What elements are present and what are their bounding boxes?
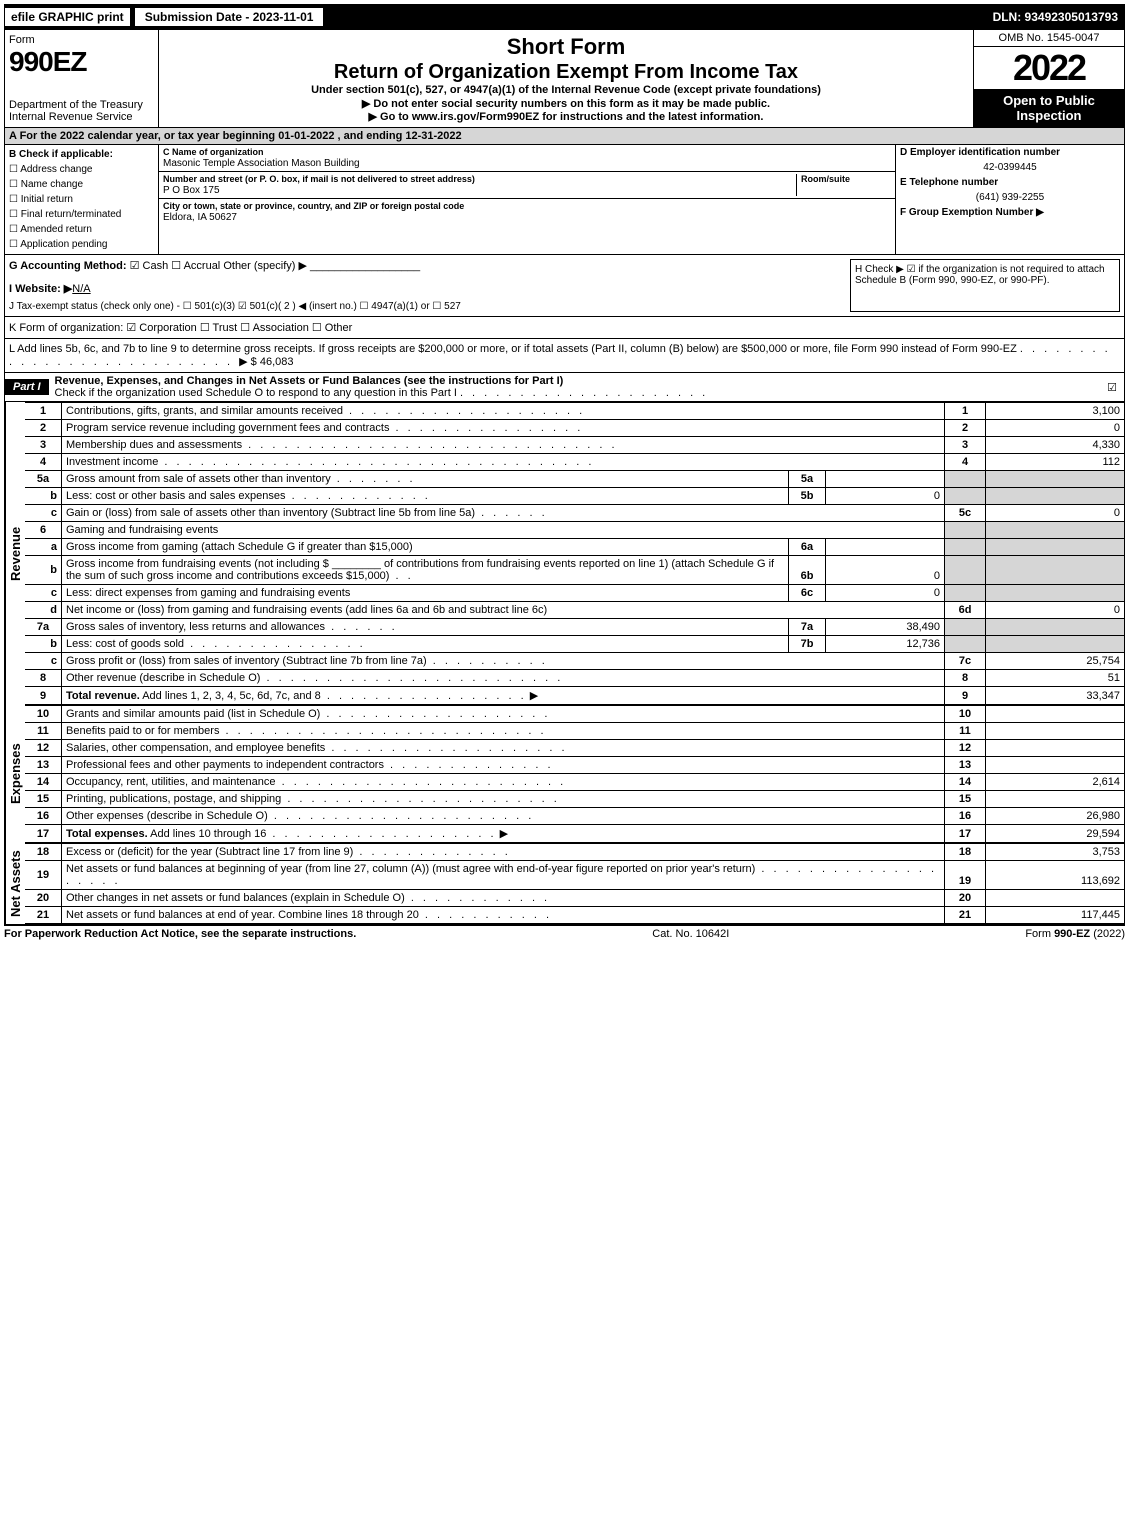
header-right: OMB No. 1545-0047 2022 Open to Public In… (974, 30, 1124, 127)
revenue-block: Revenue 1Contributions, gifts, grants, a… (4, 402, 1125, 705)
line-15: 15Printing, publications, postage, and s… (25, 791, 1124, 808)
dln-label: DLN: 93492305013793 (993, 10, 1124, 24)
short-form-title: Short Form (167, 34, 965, 60)
expenses-block: Expenses 10Grants and similar amounts pa… (4, 705, 1125, 843)
line-1: 1Contributions, gifts, grants, and simil… (25, 403, 1124, 420)
line-11: 11Benefits paid to or for members . . . … (25, 723, 1124, 740)
check-final-return[interactable]: ☐ Final return/terminated (9, 207, 154, 222)
section-a: A For the 2022 calendar year, or tax yea… (4, 128, 1125, 145)
no-ssn-note: ▶ Do not enter social security numbers o… (167, 97, 965, 110)
department-label: Department of the Treasury Internal Reve… (9, 99, 154, 123)
netassets-table: 18Excess or (deficit) for the year (Subt… (25, 843, 1124, 924)
line-5a: 5aGross amount from sale of assets other… (25, 471, 1124, 488)
open-public-badge: Open to Public Inspection (974, 89, 1124, 127)
part1-header: Part I Revenue, Expenses, and Changes in… (4, 373, 1125, 402)
page-footer: For Paperwork Reduction Act Notice, see … (4, 925, 1125, 940)
col-d: D Employer identification number 42-0399… (896, 145, 1124, 254)
line-5b: bLess: cost or other basis and sales exp… (25, 488, 1124, 505)
row-k: K Form of organization: ☑ Corporation ☐ … (4, 317, 1125, 339)
line-7c: cGross profit or (loss) from sales of in… (25, 653, 1124, 670)
info-grid: B Check if applicable: ☐ Address change … (4, 145, 1125, 255)
goto-link[interactable]: ▶ Go to www.irs.gov/Form990EZ for instru… (167, 110, 965, 123)
line-14: 14Occupancy, rent, utilities, and mainte… (25, 774, 1124, 791)
line-6b: bGross income from fundraising events (n… (25, 556, 1124, 585)
line-7a: 7aGross sales of inventory, less returns… (25, 619, 1124, 636)
col-b-title: B Check if applicable: (9, 147, 154, 162)
line-9: 9Total revenue. Total revenue. Add lines… (25, 687, 1124, 705)
city-state-zip: Eldora, IA 50627 (163, 212, 237, 223)
col-b: B Check if applicable: ☐ Address change … (5, 145, 159, 254)
line-13: 13Professional fees and other payments t… (25, 757, 1124, 774)
footer-cat-no: Cat. No. 10642I (652, 928, 729, 940)
group-exemption-label: F Group Exemption Number ▶ (900, 207, 1044, 218)
accounting-method: G Accounting Method: ☑ Cash ☐ Accrual Ot… (9, 259, 850, 272)
line-16: 16Other expenses (describe in Schedule O… (25, 808, 1124, 825)
top-bar: efile GRAPHIC print Submission Date - 20… (4, 4, 1125, 30)
org-name: Masonic Temple Association Mason Buildin… (163, 158, 360, 169)
line-7b: bLess: cost of goods sold . . . . . . . … (25, 636, 1124, 653)
part1-label: Part I (5, 379, 49, 395)
ein-label: D Employer identification number (900, 147, 1060, 158)
form-number: 990EZ (9, 46, 154, 78)
expenses-side-label: Expenses (5, 705, 25, 843)
revenue-side-label: Revenue (5, 402, 25, 705)
street-cell: Number and street (or P. O. box, if mail… (159, 172, 895, 199)
line-5c: cGain or (loss) from sale of assets othe… (25, 505, 1124, 522)
line-10: 10Grants and similar amounts paid (list … (25, 706, 1124, 723)
line-17: 17Total expenses. Add lines 10 through 1… (25, 825, 1124, 843)
form-label: Form (9, 34, 154, 46)
line-4: 4Investment income . . . . . . . . . . .… (25, 454, 1124, 471)
footer-form-ref: Form 990-EZ (2022) (1025, 928, 1125, 940)
check-amended-return[interactable]: ☐ Amended return (9, 222, 154, 237)
row-h: H Check ▶ ☑ if the organization is not r… (850, 259, 1120, 312)
row-g-h: G Accounting Method: ☑ Cash ☐ Accrual Ot… (4, 255, 1125, 317)
under-section: Under section 501(c), 527, or 4947(a)(1)… (167, 84, 965, 96)
line-2: 2Program service revenue including gover… (25, 420, 1124, 437)
tax-exempt-status: J Tax-exempt status (check only one) - ☐… (9, 301, 850, 312)
check-cash[interactable]: ☑ Cash (130, 260, 169, 272)
netassets-side-label: Net Assets (5, 843, 25, 924)
header-center: Short Form Return of Organization Exempt… (159, 30, 974, 127)
line-20: 20Other changes in net assets or fund ba… (25, 890, 1124, 907)
website-value: N/A (72, 283, 90, 295)
return-title: Return of Organization Exempt From Incom… (167, 61, 965, 84)
netassets-block: Net Assets 18Excess or (deficit) for the… (4, 843, 1125, 925)
efile-label[interactable]: efile GRAPHIC print (5, 8, 130, 26)
omb-number: OMB No. 1545-0047 (974, 30, 1124, 47)
check-accrual[interactable]: ☐ Accrual (171, 260, 220, 272)
phone-label: E Telephone number (900, 177, 998, 188)
line-21: 21Net assets or fund balances at end of … (25, 907, 1124, 924)
website-row: I Website: ▶N/A (9, 282, 850, 295)
form-header: Form 990EZ Department of the Treasury In… (4, 30, 1125, 128)
street-address: P O Box 175 (163, 185, 220, 196)
header-left: Form 990EZ Department of the Treasury In… (5, 30, 159, 127)
col-c: C Name of organization Masonic Temple As… (159, 145, 896, 254)
check-address-change[interactable]: ☐ Address change (9, 162, 154, 177)
gross-receipts-amount: ▶ $ 46,083 (239, 356, 293, 368)
footer-left: For Paperwork Reduction Act Notice, see … (4, 928, 356, 940)
line-6: 6Gaming and fundraising events (25, 522, 1124, 539)
line-19: 19Net assets or fund balances at beginni… (25, 861, 1124, 890)
org-name-cell: C Name of organization Masonic Temple As… (159, 145, 895, 172)
tax-year: 2022 (974, 47, 1124, 89)
line-12: 12Salaries, other compensation, and empl… (25, 740, 1124, 757)
row-l: L Add lines 5b, 6c, and 7b to line 9 to … (4, 339, 1125, 373)
line-6c: cLess: direct expenses from gaming and f… (25, 585, 1124, 602)
city-cell: City or town, state or province, country… (159, 199, 895, 225)
line-18: 18Excess or (deficit) for the year (Subt… (25, 844, 1124, 861)
expenses-table: 10Grants and similar amounts paid (list … (25, 705, 1124, 843)
line-3: 3Membership dues and assessments . . . .… (25, 437, 1124, 454)
ein-value: 42-0399445 (900, 162, 1120, 173)
revenue-table: 1Contributions, gifts, grants, and simil… (25, 402, 1124, 705)
check-application-pending[interactable]: ☐ Application pending (9, 237, 154, 252)
check-initial-return[interactable]: ☐ Initial return (9, 192, 154, 207)
line-6a: aGross income from gaming (attach Schedu… (25, 539, 1124, 556)
phone-value: (641) 939-2255 (900, 192, 1120, 203)
line-6d: dNet income or (loss) from gaming and fu… (25, 602, 1124, 619)
submission-date: Submission Date - 2023-11-01 (134, 7, 325, 27)
line-8: 8Other revenue (describe in Schedule O) … (25, 670, 1124, 687)
part1-check[interactable]: ☑ (1100, 381, 1124, 394)
check-name-change[interactable]: ☐ Name change (9, 177, 154, 192)
